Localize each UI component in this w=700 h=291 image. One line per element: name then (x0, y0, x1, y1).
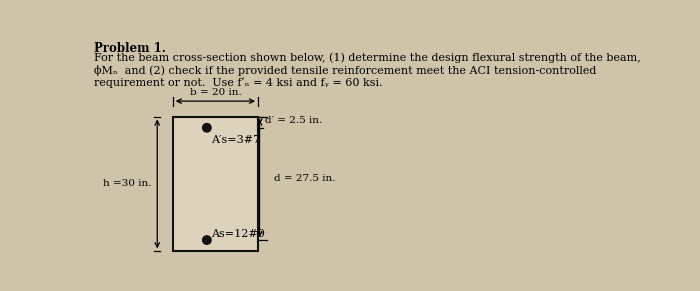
Text: Problem 1.: Problem 1. (94, 42, 166, 55)
Text: h =30 in.: h =30 in. (103, 180, 151, 188)
Text: requirement or not.  Use fʹₙ = 4 ksi and fᵧ = 60 ksi.: requirement or not. Use fʹₙ = 4 ksi and … (94, 77, 382, 88)
Circle shape (202, 236, 211, 244)
Circle shape (202, 124, 211, 132)
Text: b = 20 in.: b = 20 in. (190, 88, 242, 97)
Text: A′s=3#7: A′s=3#7 (211, 135, 260, 145)
Text: As=12#9: As=12#9 (211, 228, 265, 239)
Text: For the beam cross-section shown below, (1) determine the design flexural streng: For the beam cross-section shown below, … (94, 53, 640, 63)
Text: ϕMₙ  and (2) check if the provided tensile reinforcement meet the ACI tension-co: ϕMₙ and (2) check if the provided tensil… (94, 65, 596, 76)
Text: d = 27.5 in.: d = 27.5 in. (274, 174, 335, 183)
Text: d′ = 2.5 in.: d′ = 2.5 in. (265, 116, 322, 125)
Bar (173, 116, 258, 251)
